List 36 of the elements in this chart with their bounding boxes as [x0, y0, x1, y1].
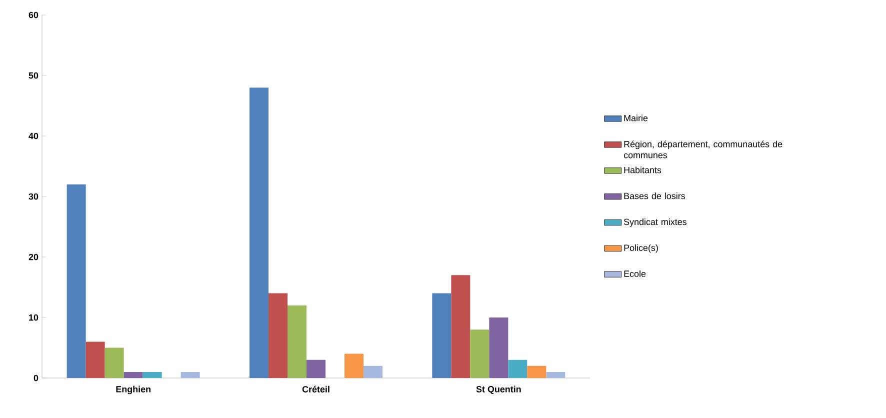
legend-label: Ecole: [624, 270, 646, 277]
bar: [432, 293, 452, 378]
y-tick-label: 60: [28, 12, 38, 18]
y-tick-label: 40: [28, 132, 38, 140]
legend-label: Syndicat mixtes: [624, 218, 687, 227]
legend-label: Bases de losirs: [624, 192, 686, 200]
bar: [508, 360, 528, 378]
bar: [180, 372, 200, 378]
y-tick-label: 0: [34, 374, 38, 382]
x-tick-label: St Quentin: [476, 386, 521, 394]
bar: [470, 330, 490, 378]
bar: [489, 318, 508, 378]
x-tick-label: Enghien: [116, 386, 150, 394]
bar: [250, 88, 269, 378]
y-tick-label: 20: [28, 254, 38, 260]
bar: [268, 293, 288, 378]
bar: [364, 366, 383, 378]
bar: [527, 366, 546, 378]
bar: [306, 360, 326, 378]
bar: [451, 275, 470, 378]
legend-label: Région, département, communautés de communes: [624, 140, 782, 158]
bar: [66, 184, 86, 378]
y-tick-label: 50: [28, 72, 38, 79]
y-tick-label: 30: [28, 193, 38, 200]
y-tick-label: 10: [29, 314, 38, 321]
bar: [104, 348, 124, 378]
x-tick-label: Créteil: [302, 386, 330, 392]
legend-label: Habitants: [624, 166, 662, 174]
bar: [288, 305, 307, 378]
bar: [546, 372, 566, 378]
bar: [86, 342, 105, 378]
bar: [344, 354, 364, 378]
bar: [142, 372, 162, 378]
legend-label: Police(s): [624, 244, 658, 253]
bar: [124, 372, 143, 378]
legend-label: Mairie: [624, 114, 648, 122]
